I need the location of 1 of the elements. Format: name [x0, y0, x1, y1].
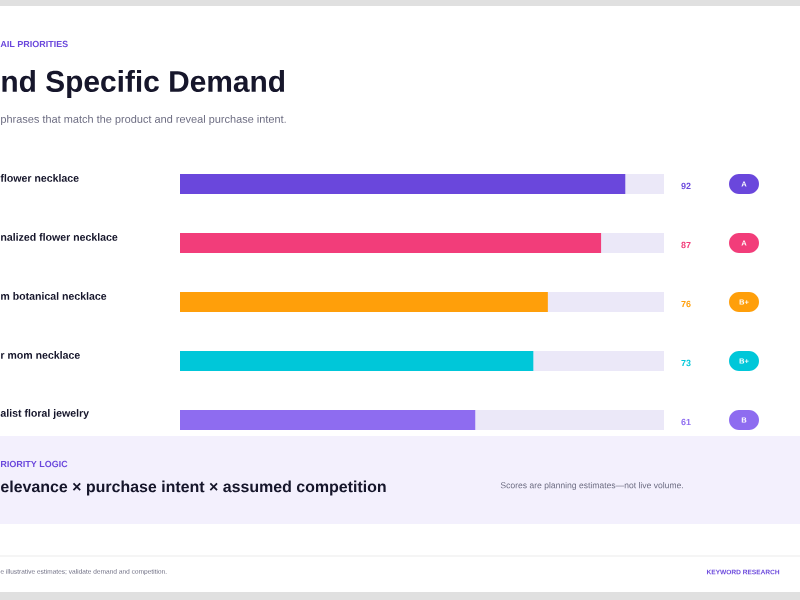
chart-title: nd Specific Demand	[2, 70, 285, 98]
